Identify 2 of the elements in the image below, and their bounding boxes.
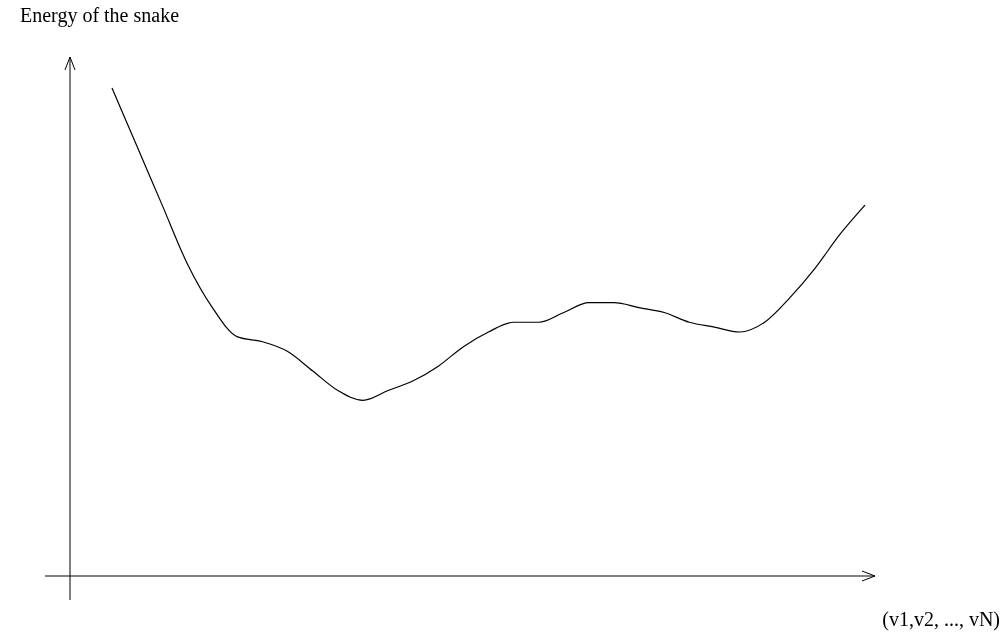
y-axis-title: Energy of the snake [20, 4, 180, 27]
x-axis-title: (v1,v2, ..., vN) [882, 608, 1000, 631]
